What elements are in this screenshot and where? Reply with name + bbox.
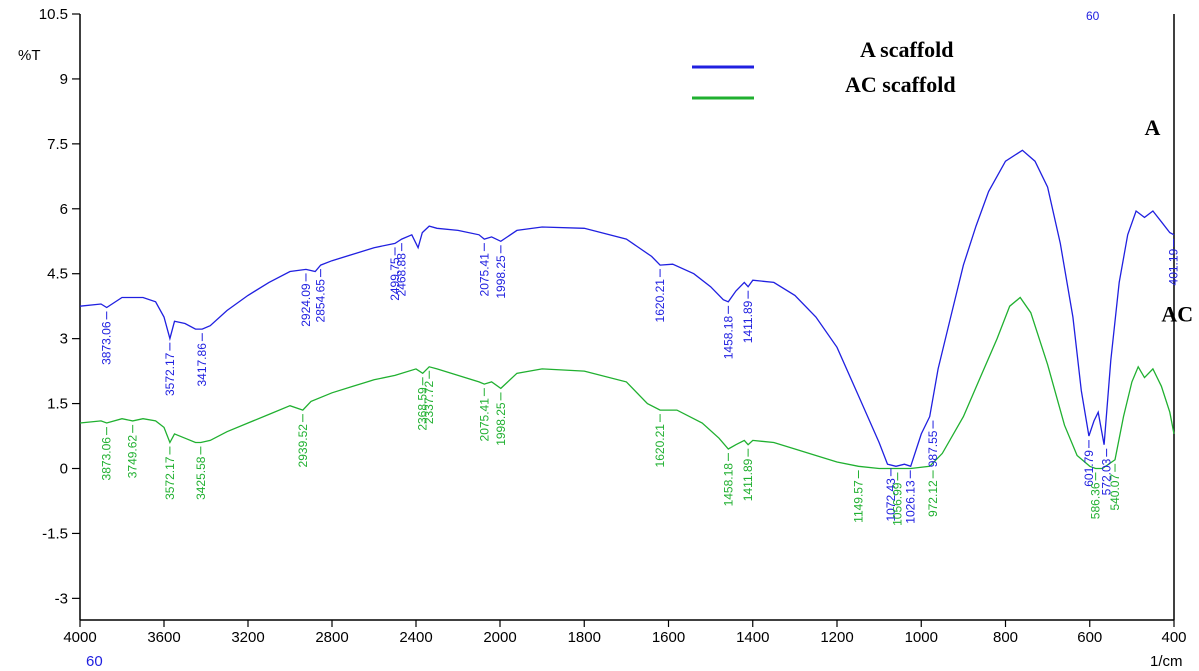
x-tick-label: 3200 <box>231 629 264 646</box>
peak-label: 1458.18 <box>721 316 735 360</box>
y-tick-label: 10.5 <box>39 6 68 23</box>
peak-label: 2939.52 <box>296 424 310 468</box>
y-tick-label: -3 <box>55 590 68 607</box>
y-tick-label: 1.5 <box>47 396 68 413</box>
x-axis: 4000 3600 3200 2800 2400 2000 1800 1600 1400 1200… <box>63 620 1187 646</box>
peak-label: 3572.17 <box>163 456 177 500</box>
y-tick-label: -1.5 <box>42 525 68 542</box>
peak-label: 2924.09 <box>299 283 313 327</box>
series-tags: A AC <box>1145 115 1194 326</box>
x-tick-label: 1600 <box>652 629 685 646</box>
peak-label: 2075.41 <box>477 253 491 297</box>
peak-label: 2368.59 <box>416 387 430 431</box>
peak-label: 3425.58 <box>194 456 208 500</box>
series-tag-ac: AC <box>1161 301 1193 326</box>
y-axis-label: %T <box>18 47 41 64</box>
x-tick-label: 2000 <box>483 629 516 646</box>
peak-label: 2468.88 <box>395 253 409 297</box>
peak-label: 601.79 <box>1082 450 1096 487</box>
peak-label: 2499.75 <box>388 257 402 301</box>
peak-labels: 3873.06 3572.17 3417.86 2924.09 2854.65 2499.… <box>100 238 1181 526</box>
x-tick-label: 1200 <box>820 629 853 646</box>
series-line-ac <box>79 296 1175 470</box>
peak-label: 3873.06 <box>100 321 114 365</box>
x-tick-label: 600 <box>1077 629 1102 646</box>
peak-label: 3572.17 <box>163 352 177 396</box>
y-tick-label: 6 <box>60 201 68 218</box>
legend-label-ac: AC scaffold <box>845 72 956 97</box>
peak-label: 972.12 <box>926 480 940 517</box>
x-tick-label: 2800 <box>315 629 348 646</box>
x-tick-label: 2400 <box>399 629 432 646</box>
peak-label: 586.36 <box>1089 482 1103 519</box>
peak-label: 572.03 <box>1100 458 1114 495</box>
x-tick-label: 4000 <box>63 629 96 646</box>
peak-label: 3417.86 <box>195 343 209 387</box>
x-extra-label: 60 <box>86 653 103 670</box>
peak-label: 2337.72 <box>422 380 436 424</box>
x-tick-label: 1800 <box>568 629 601 646</box>
peak-label: 1998.25 <box>494 255 508 299</box>
y-tick-label: 7.5 <box>47 136 68 153</box>
peak-label: 987.55 <box>926 430 940 467</box>
peak-label: 1149.57 <box>851 480 865 523</box>
x-tick-label: 3600 <box>147 629 180 646</box>
peak-label: 1056.99 <box>891 482 905 526</box>
peak-label: 2075.41 <box>477 398 491 442</box>
legend-label-a: A scaffold <box>860 37 954 62</box>
legend: A scaffold AC scaffold <box>692 37 956 100</box>
y-tick-label: 0 <box>60 461 68 478</box>
series-group <box>79 149 1175 470</box>
x-tick-label: 1400 <box>736 629 769 646</box>
peak-label: 1620.21 <box>653 279 667 323</box>
peak-label: 1458.18 <box>721 463 735 507</box>
peak-label: 3749.62 <box>126 435 140 479</box>
peak-label: 1072.43 <box>884 478 898 522</box>
x-axis-label: 1/cm <box>1150 653 1183 670</box>
peak-label: 540.07 <box>1108 474 1122 511</box>
peak-label: 3873.06 <box>100 437 114 481</box>
x-tick-label: 400 <box>1161 629 1186 646</box>
plot-frame <box>79 14 1175 621</box>
series-line-a <box>79 149 1175 468</box>
y-axis: -3 -1.5 0 1.5 3 4.5 6 7.5 9 10.5 <box>39 6 80 607</box>
peak-label: 1026.13 <box>903 480 917 524</box>
top-partial-label: 60 <box>1086 9 1100 23</box>
x-tick-label: 1000 <box>905 629 938 646</box>
peak-label: 401.19 <box>1167 248 1181 285</box>
series-tag-a: A <box>1145 115 1161 140</box>
peak-label: 1998.25 <box>494 402 508 446</box>
y-tick-label: 9 <box>60 71 68 88</box>
y-tick-label: 3 <box>60 331 68 348</box>
peak-label: 1411.89 <box>741 458 755 501</box>
x-tick-label: 800 <box>993 629 1018 646</box>
peak-label: 1411.89 <box>741 300 755 343</box>
peak-label: 1620.21 <box>653 424 667 468</box>
y-tick-label: 4.5 <box>47 266 68 283</box>
peak-label: 2854.65 <box>314 279 328 323</box>
